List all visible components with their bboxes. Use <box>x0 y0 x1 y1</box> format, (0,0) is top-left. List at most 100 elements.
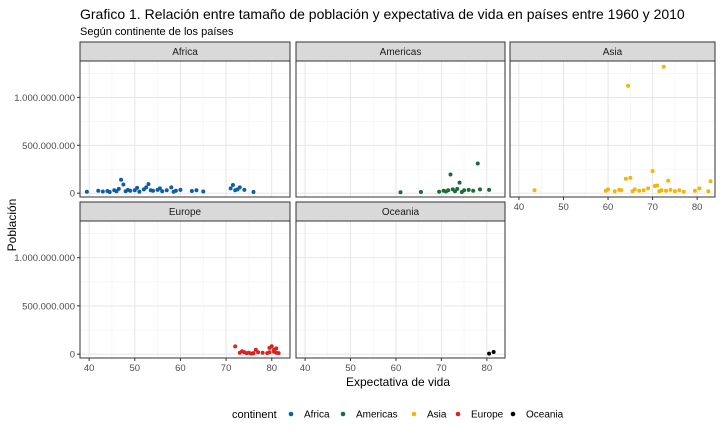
data-point <box>628 175 633 180</box>
x-tick-label: 50 <box>558 202 569 213</box>
legend-title: continent <box>232 409 277 421</box>
data-point <box>164 188 169 193</box>
data-point <box>677 188 682 193</box>
data-point <box>137 189 142 194</box>
legend-label: Oceania <box>526 410 564 421</box>
y-tick-label: 0 <box>70 350 75 361</box>
facet-strip-label: Africa <box>172 47 198 58</box>
x-tick-label: 80 <box>266 363 277 374</box>
facet-panel-europe: Europe <box>79 201 291 359</box>
data-point <box>619 188 624 193</box>
facet-panel-asia: Asia <box>509 41 716 198</box>
data-point <box>672 189 677 194</box>
x-tick-label: 70 <box>221 363 232 374</box>
data-point <box>475 161 480 166</box>
data-point <box>446 188 451 193</box>
panel-border <box>295 60 506 198</box>
panel-background <box>296 61 505 197</box>
data-point <box>121 182 126 187</box>
data-point <box>157 186 162 191</box>
facet-strip-label: Asia <box>603 47 623 58</box>
data-point <box>692 188 697 193</box>
panel-border <box>295 220 506 359</box>
facet-strip-label: Americas <box>380 47 422 58</box>
x-tick-label: 40 <box>84 363 95 374</box>
chart-subtitle: Según continente de los países <box>80 26 234 38</box>
data-point <box>267 350 272 355</box>
data-point <box>160 189 165 194</box>
data-point <box>487 187 492 192</box>
data-point <box>135 185 140 190</box>
data-point <box>659 188 664 193</box>
x-tick-label: 40 <box>300 363 311 374</box>
legend-label: Europe <box>471 410 504 421</box>
data-point <box>269 344 274 349</box>
data-point <box>626 83 631 88</box>
x-tick-label: 50 <box>345 363 356 374</box>
data-point <box>663 188 668 193</box>
y-tick-label: 1.000.000.000 <box>14 93 75 104</box>
data-point <box>661 64 666 69</box>
legend-key-europe <box>455 411 461 417</box>
legend-key-americas <box>340 411 346 417</box>
facet-panel-americas: Americas <box>295 41 506 198</box>
data-point <box>242 187 247 192</box>
data-point <box>173 188 178 193</box>
data-point <box>230 183 235 188</box>
data-point <box>462 188 467 193</box>
x-tick-label: 70 <box>647 202 658 213</box>
data-point <box>455 186 460 191</box>
data-point <box>666 178 671 183</box>
y-axis-label: Población <box>5 199 19 252</box>
data-point <box>437 189 442 194</box>
x-tick-label: 60 <box>603 202 614 213</box>
data-point <box>646 186 651 191</box>
data-point <box>128 188 133 193</box>
data-point <box>100 189 105 194</box>
data-point <box>612 189 617 194</box>
data-point <box>251 351 256 356</box>
facet-panels: Africa Americas Asia Europe Oceania <box>79 41 716 359</box>
x-tick-label: 80 <box>482 363 493 374</box>
data-point <box>274 350 279 355</box>
legend-key-oceania <box>510 411 516 417</box>
data-point <box>119 177 124 182</box>
legend-key-africa <box>288 411 294 417</box>
x-tick-label: 60 <box>391 363 402 374</box>
data-point <box>228 186 233 191</box>
data-point <box>478 187 483 192</box>
facet-panel-oceania: Oceania <box>295 201 506 359</box>
facet-panel-africa: Africa <box>79 41 291 198</box>
x-tick-label: 60 <box>175 363 186 374</box>
data-point <box>107 190 112 195</box>
data-point <box>178 187 183 192</box>
chart-title: Grafico 1. Relación entre tamaño de pobl… <box>80 6 685 22</box>
data-point <box>466 187 471 192</box>
data-point <box>681 189 686 194</box>
data-point <box>708 179 713 184</box>
data-point <box>151 188 156 193</box>
data-point <box>260 350 265 355</box>
data-point <box>471 188 476 193</box>
y-tick-label: 1.000.000.000 <box>14 253 75 264</box>
panel-border <box>509 60 716 198</box>
data-point <box>697 186 702 191</box>
data-point <box>491 350 496 355</box>
data-point <box>201 189 206 194</box>
y-tick-label: 0 <box>70 189 75 200</box>
data-point <box>668 187 673 192</box>
data-point <box>96 188 101 193</box>
data-point <box>606 187 611 192</box>
x-tick-label: 40 <box>514 202 525 213</box>
data-point <box>146 182 151 187</box>
legend-key-asia <box>411 411 417 417</box>
data-point <box>623 176 628 181</box>
data-point <box>418 190 423 195</box>
axes: 0 500.000.000 1.000.000.000 40 50 60 70 80 0 500.… <box>14 93 702 374</box>
data-point <box>144 185 149 190</box>
data-point <box>233 344 238 349</box>
y-tick-label: 500.000.000 <box>22 301 75 312</box>
x-axis-label: Expectativa de vida <box>346 375 450 389</box>
data-point <box>84 189 89 194</box>
x-tick-label: 80 <box>692 202 703 213</box>
